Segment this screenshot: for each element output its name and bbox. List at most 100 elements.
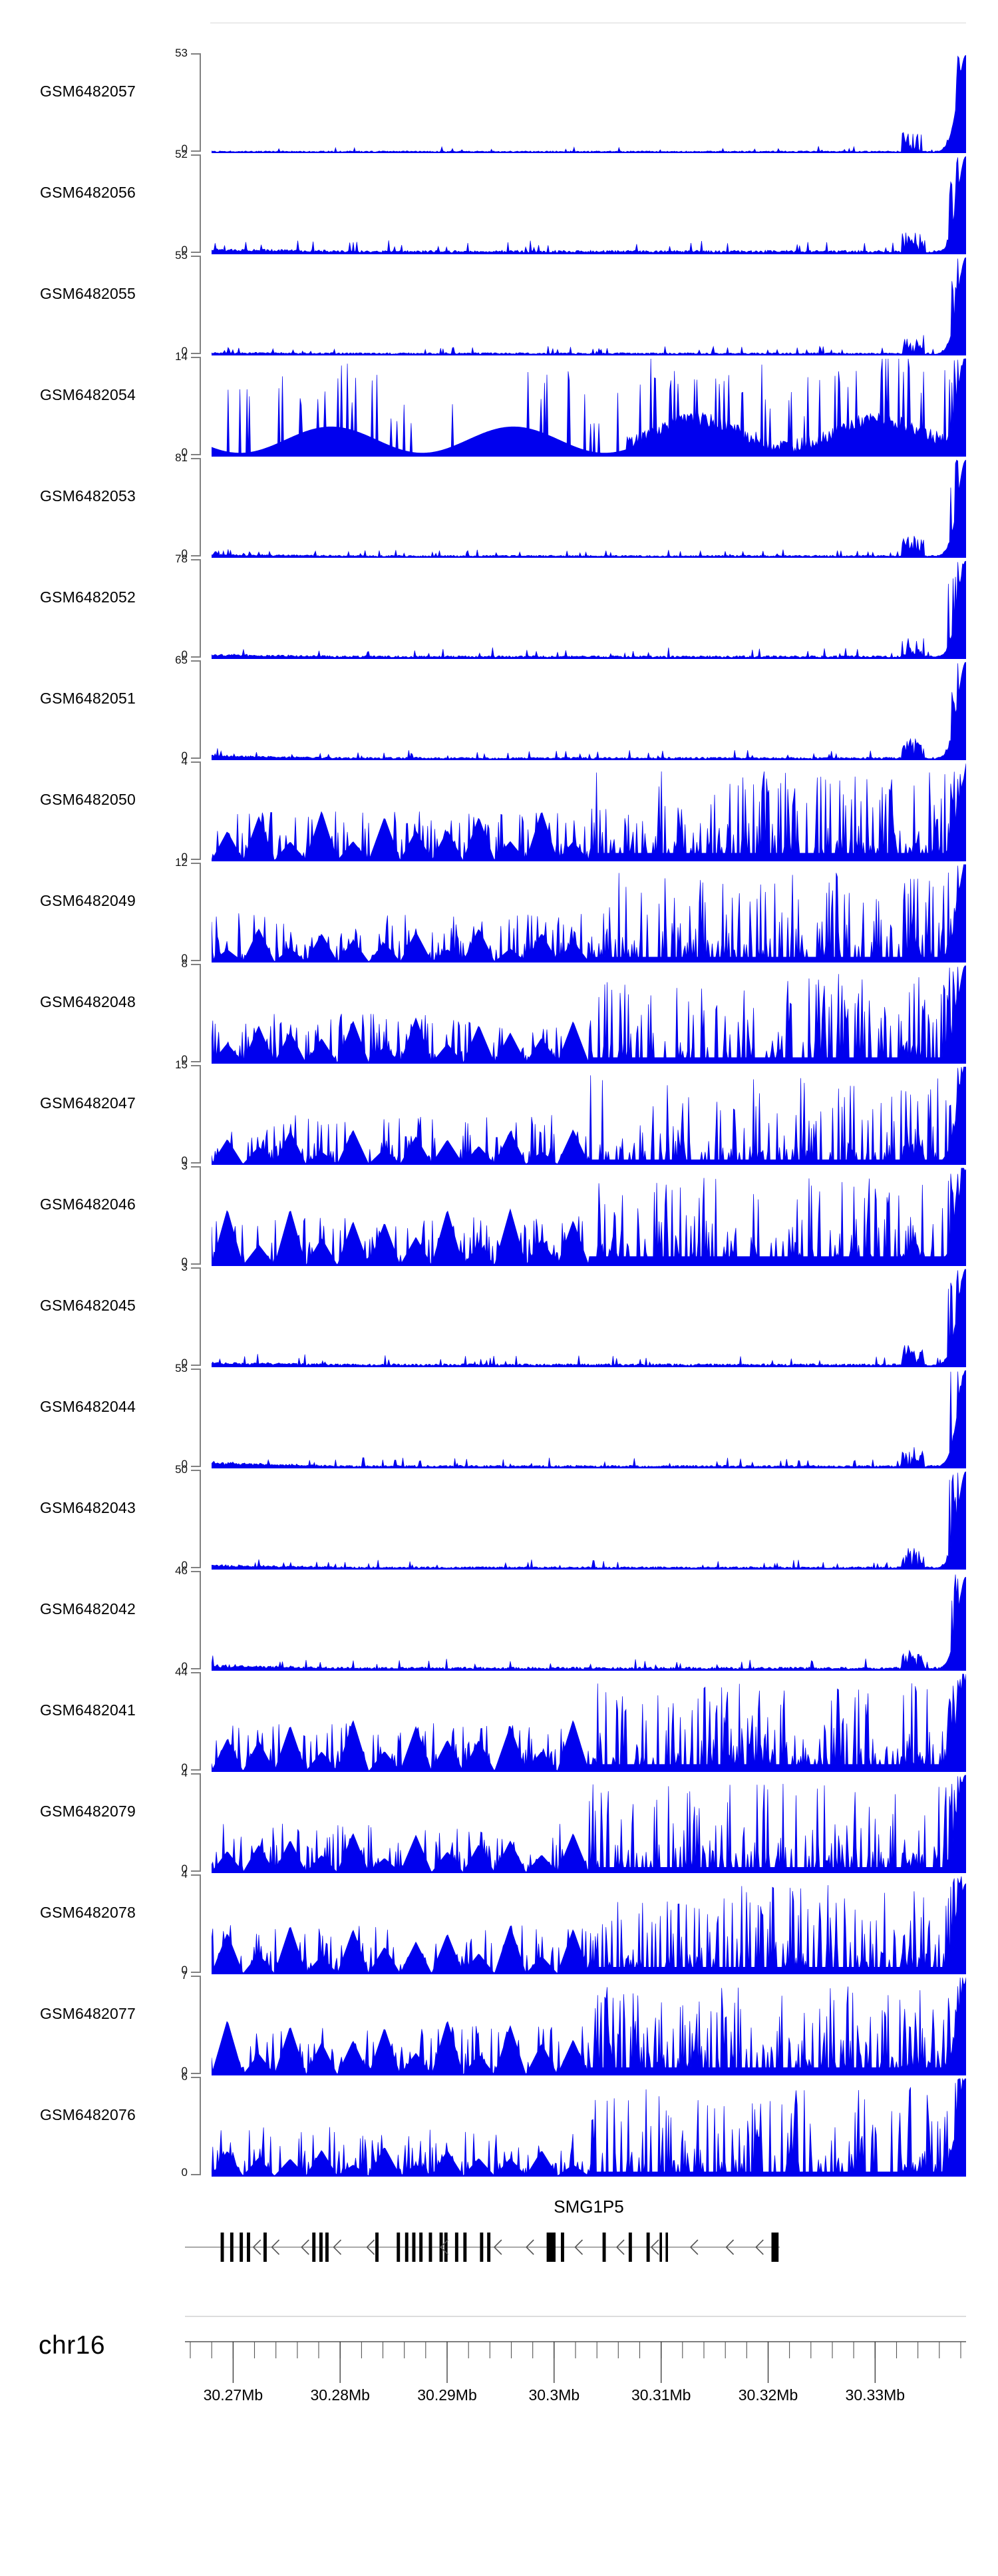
y-axis-min-tick [191, 454, 200, 455]
y-axis-line [200, 1470, 201, 1568]
y-axis-max-label: 65 [175, 654, 188, 666]
y-axis-min-label: 0 [181, 2166, 188, 2179]
y-axis-min-tick [191, 2174, 200, 2175]
y-axis-min-tick [191, 1668, 200, 1669]
y-axis-min-tick [191, 1769, 200, 1771]
y-axis-max-tick [191, 1773, 200, 1775]
y-axis-max-label: 44 [175, 1665, 188, 1678]
svg-text:30.31Mb: 30.31Mb [631, 2386, 691, 2404]
y-axis-min-label: 0 [181, 1255, 188, 1268]
track-sample-label: GSM6482041 [40, 1701, 136, 1719]
track-y-axis: 15 0 [0, 1058, 212, 1167]
y-axis-max-label: 6 [181, 2070, 188, 2083]
y-axis-max-tick [191, 154, 200, 156]
y-axis-max-tick [191, 1672, 200, 1673]
track-sample-label: GSM6482052 [40, 588, 136, 606]
y-axis-max-label: 15 [175, 1058, 188, 1071]
coverage-track: GSM6482051 65 0 [0, 654, 998, 762]
y-axis-max-label: 78 [175, 552, 188, 565]
y-axis-max-label: 50 [175, 1463, 188, 1476]
track-y-axis: 44 0 [0, 1665, 212, 1774]
y-axis-min-label: 0 [181, 2065, 188, 2077]
track-y-axis: 14 0 [0, 350, 212, 459]
chromosome-label: chr16 [39, 2331, 106, 2360]
coverage-plot-area [212, 760, 966, 861]
coverage-track: GSM6482079 4 0 [0, 1767, 998, 1875]
coverage-track: GSM6482053 81 0 [0, 451, 998, 560]
track-sample-label: GSM6482051 [40, 689, 136, 707]
y-axis-min-tick [191, 150, 200, 152]
y-axis-min-label: 0 [181, 1559, 188, 1572]
gene-name-label: SMG1P5 [554, 2197, 624, 2217]
y-axis-max-tick [191, 1874, 200, 1876]
y-axis-min-label: 0 [181, 446, 188, 459]
track-sample-label: GSM6482078 [40, 1903, 136, 1921]
y-axis-min-tick [191, 555, 200, 556]
coverage-track: GSM6482076 6 0 [0, 2070, 998, 2179]
y-axis-min-label: 0 [181, 952, 188, 965]
coverage-plot-area [212, 861, 966, 963]
svg-text:30.32Mb: 30.32Mb [739, 2386, 798, 2404]
y-axis-max-tick [191, 1571, 200, 1572]
y-axis-min-label: 0 [181, 750, 188, 762]
coverage-plot-area [212, 1974, 966, 2075]
track-y-axis: 46 0 [0, 1564, 212, 1673]
y-axis-max-label: 14 [175, 350, 188, 363]
coverage-plot-area [212, 1468, 966, 1570]
svg-text:30.28Mb: 30.28Mb [310, 2386, 370, 2404]
track-sample-label: GSM6482054 [40, 385, 136, 403]
track-y-axis: 81 0 [0, 451, 212, 560]
svg-text:30.3Mb: 30.3Mb [528, 2386, 580, 2404]
track-y-axis: 55 0 [0, 1362, 212, 1470]
coverage-track: GSM6482050 4 0 [0, 755, 998, 863]
y-axis-max-label: 3 [181, 1261, 188, 1273]
track-sample-label: GSM6482048 [40, 992, 136, 1010]
genomic-coordinate-axis: 30.27Mb 30.28Mb 30.29Mb 30.3Mb 30.31Mb 30.32M… [185, 2310, 966, 2410]
y-axis-line [200, 1571, 201, 1669]
y-axis-min-tick [191, 1972, 200, 1973]
track-y-axis: 78 0 [0, 552, 212, 661]
y-axis-max-tick [191, 53, 200, 55]
track-sample-label: GSM6482056 [40, 183, 136, 201]
y-axis-min-label: 0 [181, 1357, 188, 1369]
coverage-track: GSM6482078 4 0 [0, 1868, 998, 1976]
gene-model-diagram [185, 2227, 780, 2267]
coverage-plot-area [212, 558, 966, 659]
y-axis-line [200, 256, 201, 354]
y-axis-max-label: 55 [175, 249, 188, 262]
y-axis-max-label: 3 [181, 1160, 188, 1172]
track-y-axis: 53 0 [0, 47, 212, 155]
y-axis-max-label: 52 [175, 148, 188, 160]
y-axis-min-tick [191, 1466, 200, 1467]
track-sample-label: GSM6482044 [40, 1397, 136, 1415]
y-axis-line [200, 1672, 201, 1771]
y-axis-min-label: 0 [181, 851, 188, 863]
coverage-plot-area [212, 355, 966, 457]
y-axis-min-tick [191, 1061, 200, 1062]
track-sample-label: GSM6482055 [40, 284, 136, 302]
y-axis-line [200, 1874, 201, 1973]
coverage-plot-area [212, 457, 966, 558]
y-axis-max-label: 12 [175, 856, 188, 869]
y-axis-max-tick [191, 256, 200, 257]
coverage-plot-area [212, 1165, 966, 1266]
y-axis-max-tick [191, 1470, 200, 1471]
y-axis-max-label: 46 [175, 1564, 188, 1577]
coverage-track: GSM6482077 7 0 [0, 1969, 998, 2077]
y-axis-line [200, 964, 201, 1062]
y-axis-line [200, 154, 201, 253]
y-axis-max-label: 55 [175, 1362, 188, 1375]
track-sample-label: GSM6482049 [40, 891, 136, 909]
coverage-plot-area [212, 659, 966, 760]
y-axis-line [200, 761, 201, 860]
y-axis-min-label: 0 [181, 1964, 188, 1976]
y-axis-line [200, 1773, 201, 1872]
y-axis-max-tick [191, 1976, 200, 1977]
